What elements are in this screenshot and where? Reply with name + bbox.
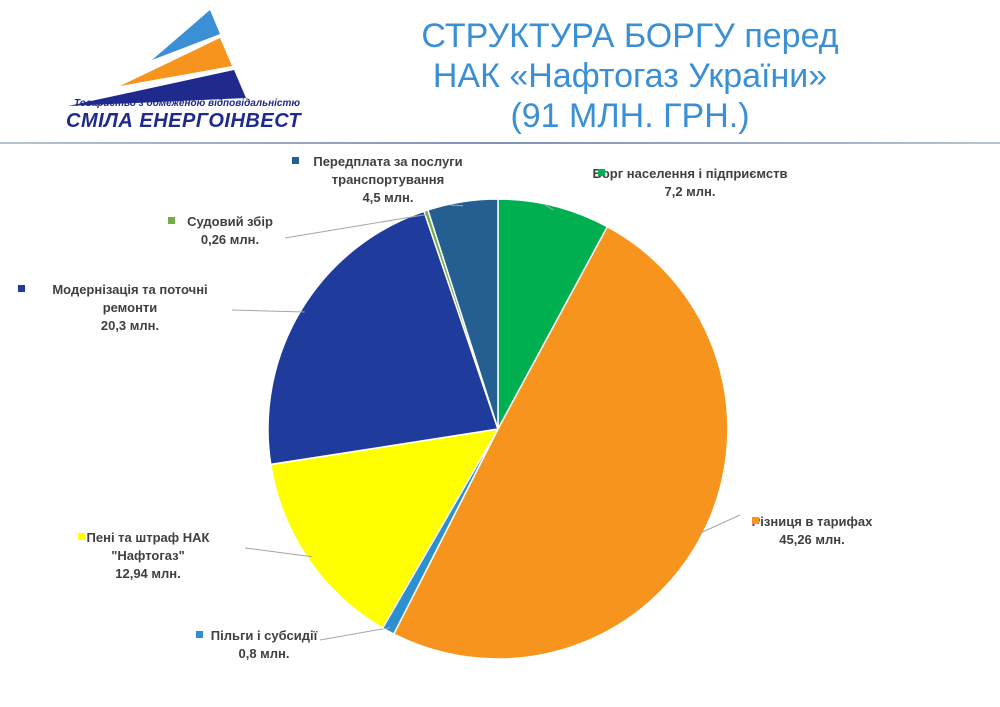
data-label-value: 4,5 млн.: [362, 190, 413, 205]
label-marker: [292, 157, 299, 164]
data-label-name: Судовий збір: [187, 214, 273, 229]
leader-line: [697, 514, 741, 535]
data-label-name: Пільги і субсидії: [211, 628, 318, 643]
logo-subtitle: Товариство з обмеженою відповідальністю: [74, 98, 301, 109]
company-logo: [60, 8, 300, 138]
logo-triangle-icon: [68, 10, 246, 106]
leader-line: [284, 213, 428, 239]
pie-slice: [392, 225, 729, 660]
data-label-name: "Нафтогаз": [111, 548, 185, 563]
header-divider: [0, 142, 1000, 144]
data-label-value: 45,26 млн.: [779, 532, 844, 547]
data-label-value: 20,3 млн.: [101, 318, 159, 333]
leader-line: [319, 627, 391, 641]
pie-slice: [497, 198, 609, 430]
label-marker: [18, 285, 25, 292]
data-label-name: Модернізація та поточні: [52, 282, 207, 297]
label-marker: [598, 169, 605, 176]
pie-slice: [426, 198, 499, 430]
data-label-name: транспортування: [332, 172, 444, 187]
label-marker: [78, 533, 85, 540]
data-label-name: Пені та штраф НАК: [87, 530, 210, 545]
data-label-name: ремонти: [103, 300, 158, 315]
data-label-value: 12,94 млн.: [115, 566, 180, 581]
pie-slice: [269, 428, 500, 630]
data-label-value: 7,2 млн.: [664, 184, 715, 199]
leader-line: [231, 309, 305, 313]
title-line-1: СТРУКТУРА БОРГУ перед: [421, 17, 839, 55]
leader-line: [544, 204, 554, 211]
title-line-3: (91 МЛН. ГРН.): [510, 97, 750, 135]
pie-slice: [267, 210, 499, 466]
logo-name: СМІЛА ЕНЕРГОІНВЕСТ: [66, 110, 302, 132]
label-marker: [752, 517, 759, 524]
data-label-name: Передплата за послуги: [313, 154, 462, 169]
page-title: СТРУКТУРА БОРГУ перед НАК «Нафтогаз Укра…: [380, 16, 880, 136]
data-label-name: Різниця в тарифах: [752, 514, 874, 529]
data-label-name: Борг населення і підприємств: [593, 166, 788, 181]
leader-line: [449, 204, 464, 207]
label-marker: [196, 631, 203, 638]
data-label-value: 0,26 млн.: [201, 232, 259, 247]
data-label-value: 0,8 млн.: [238, 646, 289, 661]
label-marker: [168, 217, 175, 224]
leader-line: [244, 547, 312, 558]
title-line-2: НАК «Нафтогаз України»: [432, 57, 828, 95]
